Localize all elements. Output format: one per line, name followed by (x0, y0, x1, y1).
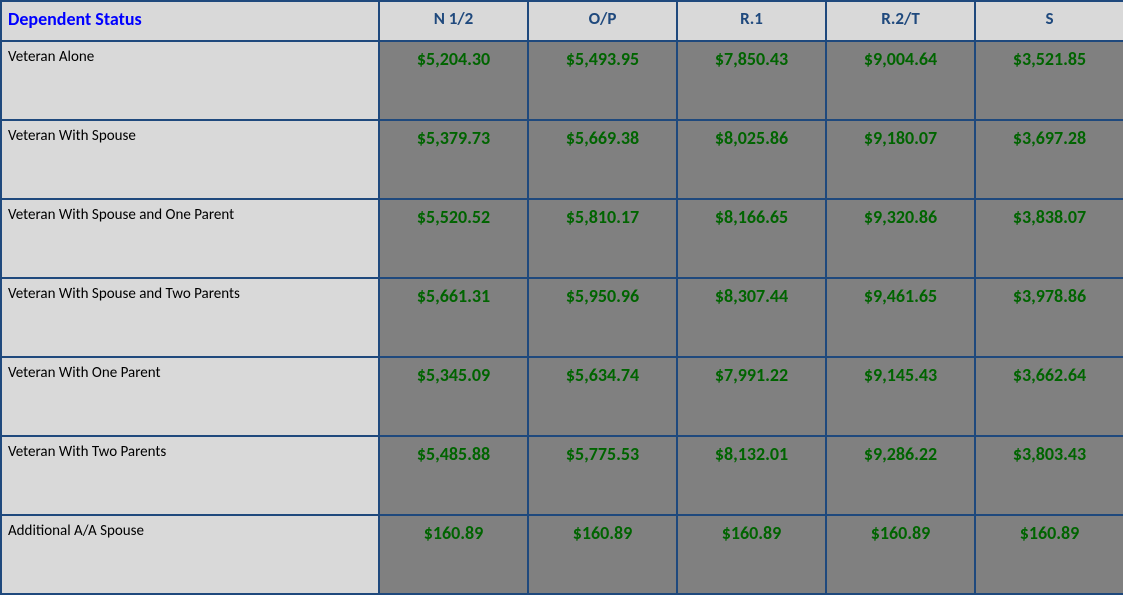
row-value: $5,950.96 (528, 278, 677, 357)
row-value: $160.89 (826, 515, 975, 594)
row-value: $3,803.43 (975, 436, 1123, 515)
row-value: $9,180.07 (826, 120, 975, 199)
row-value: $5,634.74 (528, 357, 677, 436)
row-value: $160.89 (379, 515, 528, 594)
row-label: Additional A/A Spouse (1, 515, 379, 594)
row-label: Veteran With Spouse (1, 120, 379, 199)
header-col-3: R.2/T (826, 1, 975, 41)
row-value: $5,810.17 (528, 199, 677, 278)
row-value: $160.89 (975, 515, 1123, 594)
row-label: Veteran With One Parent (1, 357, 379, 436)
row-value: $5,204.30 (379, 41, 528, 120)
table-row: Veteran With Spouse and Two Parents $5,6… (1, 278, 1123, 357)
row-value: $7,991.22 (677, 357, 826, 436)
table-row: Veteran Alone $5,204.30 $5,493.95 $7,850… (1, 41, 1123, 120)
row-value: $160.89 (528, 515, 677, 594)
table-row: Veteran With One Parent $5,345.09 $5,634… (1, 357, 1123, 436)
table-body: Veteran Alone $5,204.30 $5,493.95 $7,850… (1, 41, 1123, 594)
header-col-2: R.1 (677, 1, 826, 41)
row-value: $5,485.88 (379, 436, 528, 515)
dependent-status-table: Dependent Status N 1/2 O/P R.1 R.2/T S V… (0, 0, 1123, 595)
row-value: $8,166.65 (677, 199, 826, 278)
table-row: Veteran With Spouse and One Parent $5,52… (1, 199, 1123, 278)
header-row: Dependent Status N 1/2 O/P R.1 R.2/T S (1, 1, 1123, 41)
header-col-1: O/P (528, 1, 677, 41)
row-value: $3,662.64 (975, 357, 1123, 436)
row-value: $5,775.53 (528, 436, 677, 515)
table-row: Veteran With Spouse $5,379.73 $5,669.38 … (1, 120, 1123, 199)
row-value: $7,850.43 (677, 41, 826, 120)
row-value: $9,461.65 (826, 278, 975, 357)
row-value: $5,379.73 (379, 120, 528, 199)
row-value: $9,286.22 (826, 436, 975, 515)
row-value: $3,978.86 (975, 278, 1123, 357)
row-value: $8,025.86 (677, 120, 826, 199)
row-value: $5,345.09 (379, 357, 528, 436)
row-value: $5,661.31 (379, 278, 528, 357)
row-value: $8,307.44 (677, 278, 826, 357)
row-label: Veteran With Two Parents (1, 436, 379, 515)
row-label: Veteran With Spouse and One Parent (1, 199, 379, 278)
table-row: Additional A/A Spouse $160.89 $160.89 $1… (1, 515, 1123, 594)
header-col-4: S (975, 1, 1123, 41)
row-value: $3,521.85 (975, 41, 1123, 120)
row-value: $3,838.07 (975, 199, 1123, 278)
row-value: $8,132.01 (677, 436, 826, 515)
row-value: $160.89 (677, 515, 826, 594)
header-dependent-status: Dependent Status (1, 1, 379, 41)
row-value: $9,320.86 (826, 199, 975, 278)
row-value: $9,145.43 (826, 357, 975, 436)
row-value: $5,669.38 (528, 120, 677, 199)
row-value: $3,697.28 (975, 120, 1123, 199)
table-row: Veteran With Two Parents $5,485.88 $5,77… (1, 436, 1123, 515)
header-col-0: N 1/2 (379, 1, 528, 41)
table-head: Dependent Status N 1/2 O/P R.1 R.2/T S (1, 1, 1123, 41)
row-label: Veteran With Spouse and Two Parents (1, 278, 379, 357)
row-value: $9,004.64 (826, 41, 975, 120)
row-label: Veteran Alone (1, 41, 379, 120)
row-value: $5,493.95 (528, 41, 677, 120)
row-value: $5,520.52 (379, 199, 528, 278)
